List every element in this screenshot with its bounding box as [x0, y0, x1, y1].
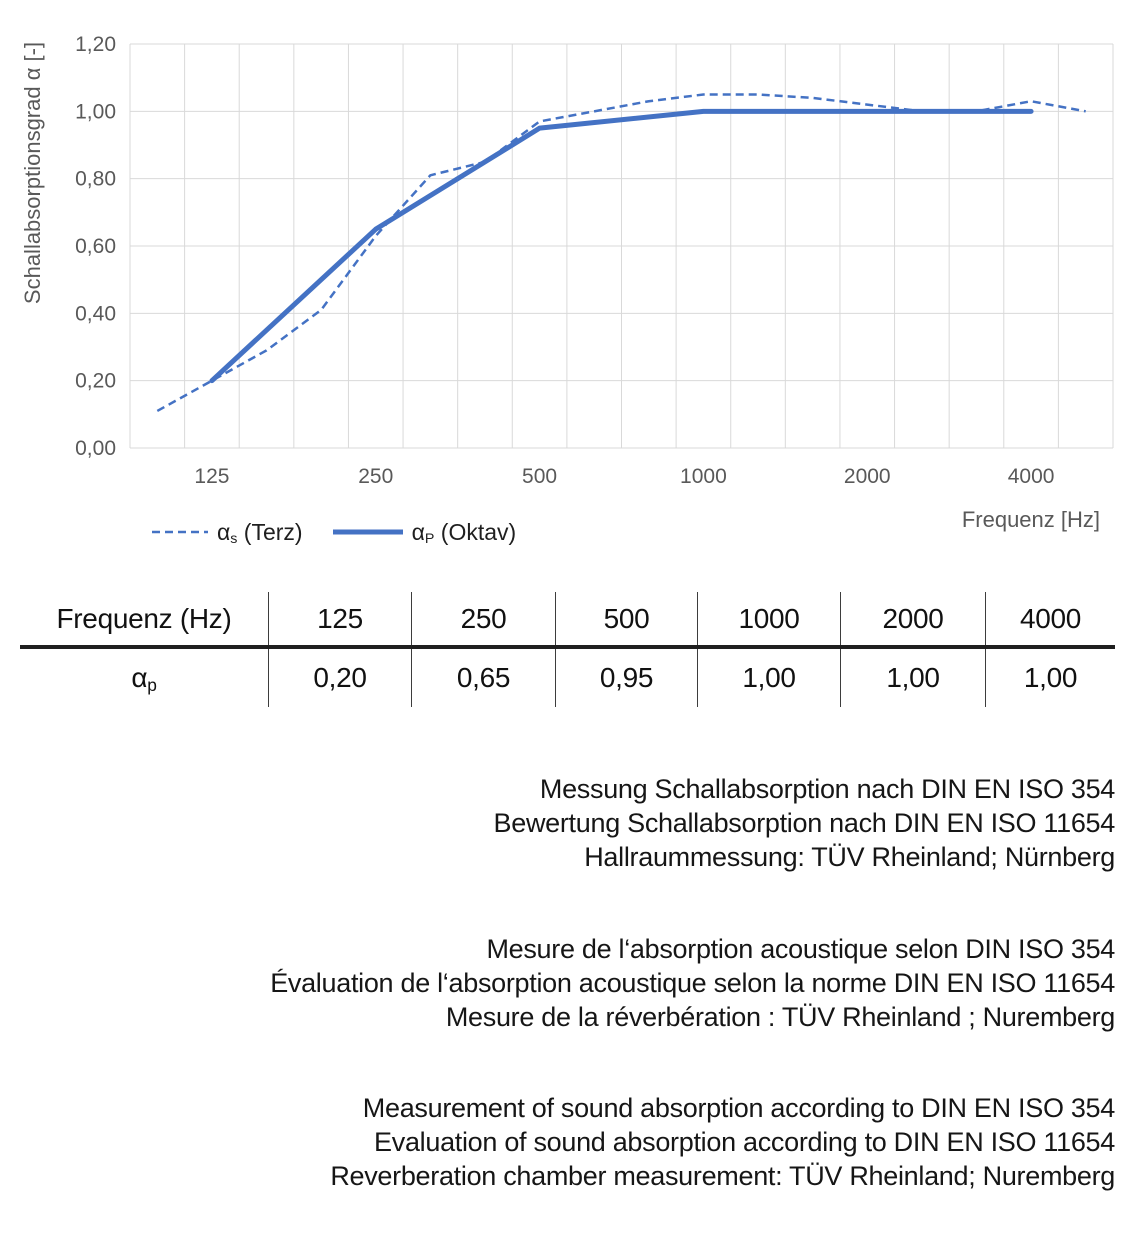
svg-text:500: 500	[522, 465, 557, 488]
table-value-250: 0,65	[412, 648, 556, 707]
legend-label-terz: αs (Terz)	[217, 518, 303, 547]
svg-text:1,00: 1,00	[75, 100, 116, 123]
svg-text:4000: 4000	[1008, 465, 1055, 488]
table-header-500: 500	[556, 592, 698, 645]
svg-text:2000: 2000	[844, 465, 891, 488]
svg-text:1,20: 1,20	[75, 33, 116, 56]
chart-legend: αs (Terz) αP (Oktav)	[152, 517, 516, 547]
table-value-1000: 1,00	[698, 648, 841, 707]
note-german-line2: Bewertung Schallabsorption nach DIN EN I…	[493, 808, 1116, 838]
svg-text:Frequenz [Hz]: Frequenz [Hz]	[962, 507, 1100, 532]
table-header-250: 250	[412, 592, 556, 645]
table-value-125: 0,20	[269, 648, 412, 707]
note-english-line3: Reverberation chamber measurement: TÜV R…	[330, 1161, 1115, 1191]
table-header-2000: 2000	[841, 592, 986, 645]
table-value-500: 0,95	[556, 648, 698, 707]
absorption-chart: 0,00 0,20 0,40 0,60 0,80 1,00 1,20 125 250 500 100…	[0, 0, 1135, 560]
note-english: Measurement of sound absorption accordin…	[115, 1091, 1115, 1193]
note-french-line1: Mesure de l‘absorption acoustique selon …	[486, 934, 1115, 964]
chart-svg: 0,00 0,20 0,40 0,60 0,80 1,00 1,20 125 250 500 100…	[20, 33, 1114, 532]
table-row-label-alpha-p: αp	[20, 648, 269, 707]
note-german-line1: Messung Schallabsorption nach DIN EN ISO…	[539, 774, 1115, 804]
table-header-1000: 1000	[698, 592, 841, 645]
solid-line-swatch-icon	[332, 529, 403, 535]
note-german-line3: Hallraummessung: TÜV Rheinland; Nürnberg	[584, 842, 1115, 872]
svg-text:250: 250	[358, 465, 393, 488]
svg-text:0,20: 0,20	[75, 370, 116, 393]
note-english-line1: Measurement of sound absorption accordin…	[362, 1093, 1116, 1123]
svg-text:0,00: 0,00	[75, 437, 116, 460]
dashed-line-swatch-icon	[152, 530, 208, 534]
svg-text:1000: 1000	[680, 465, 727, 488]
legend-item-terz: αs (Terz)	[152, 519, 303, 546]
svg-text:0,40: 0,40	[75, 302, 116, 325]
svg-text:0,80: 0,80	[75, 168, 116, 191]
note-german: Messung Schallabsorption nach DIN EN ISO…	[115, 772, 1116, 874]
table-header-125: 125	[269, 592, 412, 645]
legend-label-oktav: αP (Oktav)	[411, 518, 517, 547]
table-value-2000: 1,00	[841, 648, 986, 707]
svg-text:0,60: 0,60	[75, 235, 116, 258]
table-header-frequency: Frequenz (Hz)	[20, 592, 269, 645]
note-french-line3: Mesure de la réverbération : TÜV Rheinla…	[445, 1002, 1115, 1032]
table-divider-line	[20, 645, 1115, 649]
svg-text:125: 125	[194, 465, 229, 488]
table-header-row: Frequenz (Hz) 125 250 500 1000 2000 4000	[20, 592, 1115, 645]
note-french: Mesure de l‘absorption acoustique selon …	[115, 932, 1115, 1034]
table-value-4000: 1,00	[1023, 661, 1078, 693]
table-value-row: αp 0,20 0,65 0,95 1,00 1,00 1,00	[20, 648, 1115, 707]
note-english-line2: Evaluation of sound absorption according…	[374, 1127, 1115, 1157]
legend-item-oktav: αP (Oktav)	[332, 518, 517, 547]
table-header-4000: 4000	[1019, 602, 1082, 634]
note-french-line2: Évaluation de l‘absorption acoustique se…	[270, 968, 1115, 998]
absorption-table: Frequenz (Hz) 125 250 500 1000 2000 4000…	[20, 592, 1115, 707]
svg-text:Schallabsorptionsgrad α [-]: Schallabsorptionsgrad α [-]	[20, 42, 45, 304]
